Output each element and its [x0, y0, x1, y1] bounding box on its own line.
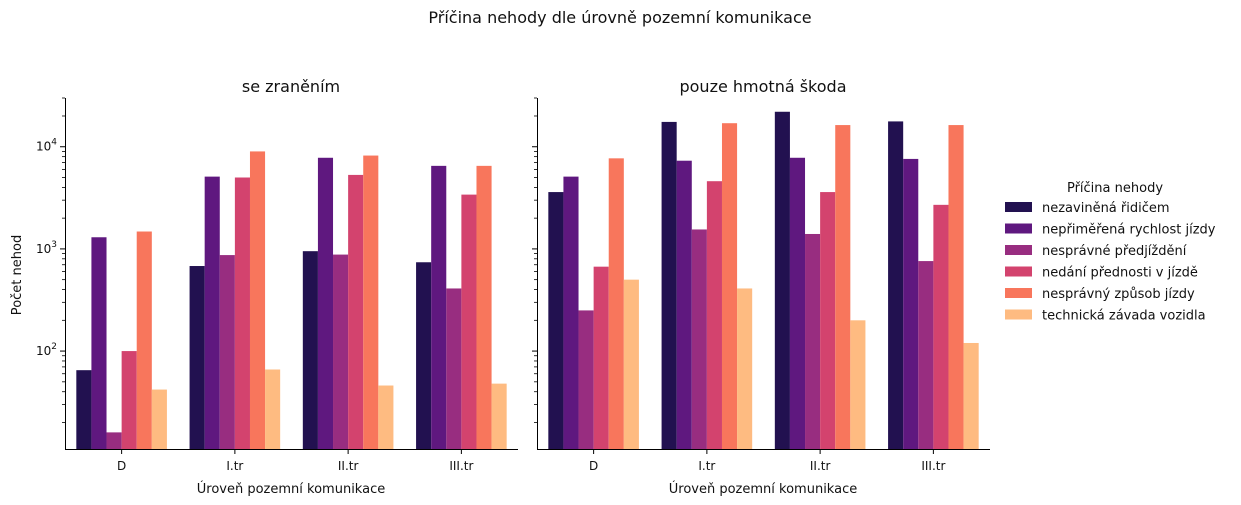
y-tick-label: 102 [36, 342, 57, 358]
x-ticks-with-injury: D I.tr II.tr III.tr [117, 449, 473, 473]
legend: Příčina nehody nezaviněná řidičem nepřimě… [1005, 181, 1216, 324]
bar-property-damage-IItr-s0 [774, 111, 790, 449]
legend-label: nezaviněná řidičem [1042, 201, 1170, 216]
bar-with-injury-Itr-s3 [234, 177, 250, 449]
panel-property-damage: pouze hmotná škoda D I.tr II.tr III.tr Úrov… [532, 77, 990, 497]
bar-with-injury-D-s3 [121, 351, 137, 449]
bar-property-damage-D-s1 [563, 176, 579, 449]
bar-with-injury-D-s5 [151, 389, 167, 449]
bar-with-injury-D-s1 [91, 237, 107, 449]
legend-item: technická závada vozidla [1005, 309, 1206, 324]
bar-with-injury-IItr-s4 [363, 155, 379, 450]
bar-property-damage-D-s3 [593, 266, 609, 449]
bar-with-injury-Itr-s4 [249, 151, 266, 450]
bar-with-injury-IItr-s0 [302, 251, 318, 449]
bars-group-with-injury [76, 151, 507, 450]
bar-property-damage-IIItr-s4 [948, 125, 964, 449]
bar-property-damage-IIItr-s2 [918, 261, 934, 449]
bar-with-injury-IItr-s1 [317, 157, 334, 449]
legend-items: nezaviněná řidičem nepřiměřená rychlost j… [1005, 201, 1216, 324]
legend-title: Příčina nehody [1067, 181, 1163, 196]
bar-property-damage-IItr-s3 [820, 192, 836, 449]
legend-label: nesprávné předjíždění [1042, 244, 1187, 259]
bar-with-injury-D-s2 [106, 432, 122, 449]
legend-item: nedání přednosti v jízdě [1005, 266, 1198, 281]
legend-item: nesprávné předjíždění [1005, 244, 1187, 259]
bars-group-property-damage [548, 111, 979, 450]
x-tick-label: II.tr [338, 459, 359, 473]
bar-property-damage-D-s4 [608, 158, 624, 449]
bar-property-damage-Itr-s4 [721, 123, 738, 449]
y-tick-label: 103 [36, 240, 57, 256]
panel-title-property-damage: pouze hmotná škoda [679, 77, 846, 96]
bar-property-damage-Itr-s5 [737, 288, 753, 449]
bar-property-damage-D-s0 [548, 192, 564, 449]
x-ticks-property-damage: D I.tr II.tr III.tr [589, 449, 945, 473]
bar-property-damage-Itr-s3 [706, 181, 722, 449]
bar-with-injury-IItr-s2 [333, 254, 349, 449]
bar-property-damage-IIItr-s1 [903, 158, 919, 450]
legend-label: nepřiměřená rychlost jízdy [1042, 223, 1216, 238]
panel-with-injury: se zraněním 102 103 104 D I.tr II.tr III.tr Ú… [10, 77, 518, 497]
y-ticks-with-injury: 102 103 104 [36, 97, 65, 423]
bar-property-damage-IIItr-s0 [888, 121, 904, 449]
legend-label: nedání přednosti v jízdě [1042, 266, 1198, 281]
bar-with-injury-D-s4 [136, 231, 152, 449]
bar-with-injury-IIItr-s3 [461, 194, 477, 449]
legend-item: nezaviněná řidičem [1005, 201, 1170, 216]
legend-swatch [1005, 223, 1032, 234]
chart-title: Příčina nehody dle úrovně pozemní komuni… [428, 8, 811, 27]
bar-with-injury-IIItr-s1 [431, 165, 447, 450]
bar-with-injury-IItr-s5 [378, 385, 394, 449]
y-axis-label: Počet nehod [10, 235, 25, 315]
x-axis-label-property-damage: Úroveň pozemní komunikace [669, 481, 857, 497]
bar-property-damage-IIItr-s5 [963, 342, 979, 449]
bar-with-injury-D-s0 [76, 370, 92, 449]
bar-property-damage-IItr-s2 [805, 233, 821, 449]
bar-with-injury-IIItr-s0 [416, 262, 432, 449]
x-tick-label: D [589, 459, 598, 473]
x-tick-label: II.tr [810, 459, 831, 473]
bar-property-damage-IItr-s1 [789, 157, 806, 449]
legend-swatch [1005, 266, 1032, 277]
legend-item: nesprávný způsob jízdy [1005, 287, 1195, 302]
bar-property-damage-IIItr-s3 [933, 204, 949, 449]
y-tick-label: 104 [36, 138, 57, 154]
bar-with-injury-IItr-s3 [348, 174, 364, 449]
panel-title-with-injury: se zraněním [242, 77, 340, 96]
bar-property-damage-Itr-s2 [691, 229, 707, 449]
y-ticks-property-damage [532, 97, 537, 423]
bar-with-injury-IIItr-s4 [476, 165, 492, 450]
bar-with-injury-Itr-s5 [265, 369, 281, 449]
x-tick-label: I.tr [226, 459, 243, 473]
bar-property-damage-D-s5 [623, 279, 639, 449]
x-tick-label: III.tr [921, 459, 945, 473]
legend-label: nesprávný způsob jízdy [1042, 287, 1195, 302]
legend-item: nepřiměřená rychlost jízdy [1005, 223, 1216, 238]
x-axis-label-with-injury: Úroveň pozemní komunikace [197, 481, 385, 497]
legend-swatch [1005, 245, 1032, 255]
legend-swatch [1005, 288, 1032, 298]
legend-swatch [1005, 309, 1032, 320]
bar-property-damage-Itr-s0 [661, 121, 677, 449]
bar-property-damage-D-s2 [578, 310, 594, 449]
x-tick-label: III.tr [449, 459, 473, 473]
bar-property-damage-Itr-s1 [676, 160, 692, 449]
bar-with-injury-Itr-s2 [219, 255, 235, 449]
bar-property-damage-IItr-s5 [850, 320, 866, 449]
bar-property-damage-IItr-s4 [835, 125, 851, 449]
x-tick-label: D [117, 459, 126, 473]
bar-with-injury-IIItr-s2 [446, 288, 462, 449]
legend-swatch [1005, 202, 1032, 212]
bar-with-injury-Itr-s0 [189, 266, 205, 449]
bar-with-injury-Itr-s1 [204, 176, 220, 449]
x-tick-label: I.tr [698, 459, 715, 473]
bar-with-injury-IIItr-s5 [491, 383, 507, 449]
legend-label: technická závada vozidla [1042, 309, 1206, 324]
